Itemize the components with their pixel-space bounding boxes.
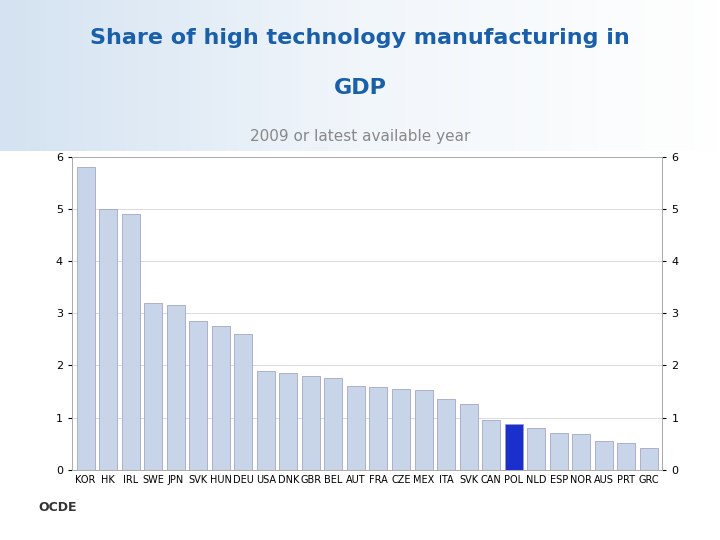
Bar bbox=[437, 399, 455, 470]
Bar bbox=[369, 387, 387, 470]
Bar bbox=[459, 403, 477, 470]
Bar bbox=[415, 390, 433, 470]
Bar bbox=[189, 321, 207, 470]
Bar bbox=[595, 441, 613, 470]
Bar bbox=[302, 376, 320, 470]
Bar bbox=[617, 443, 635, 470]
Bar bbox=[325, 379, 343, 470]
Bar bbox=[550, 433, 568, 470]
Bar bbox=[122, 214, 140, 470]
Bar bbox=[166, 306, 184, 470]
Bar bbox=[279, 373, 297, 470]
Bar bbox=[392, 389, 410, 470]
Bar bbox=[257, 370, 275, 470]
Bar bbox=[144, 303, 162, 470]
Text: Share of high technology manufacturing in: Share of high technology manufacturing i… bbox=[90, 28, 630, 48]
Bar bbox=[505, 424, 523, 470]
Bar bbox=[482, 420, 500, 470]
Bar bbox=[572, 434, 590, 470]
Bar bbox=[76, 167, 94, 470]
Bar bbox=[527, 428, 545, 470]
Bar bbox=[234, 334, 252, 470]
Bar bbox=[212, 326, 230, 470]
Bar bbox=[99, 209, 117, 470]
Bar bbox=[347, 386, 365, 470]
Text: OCDE: OCDE bbox=[38, 501, 77, 514]
Text: GDP: GDP bbox=[333, 78, 387, 98]
Text: 2009 or latest available year: 2009 or latest available year bbox=[250, 129, 470, 144]
Bar bbox=[640, 448, 658, 470]
